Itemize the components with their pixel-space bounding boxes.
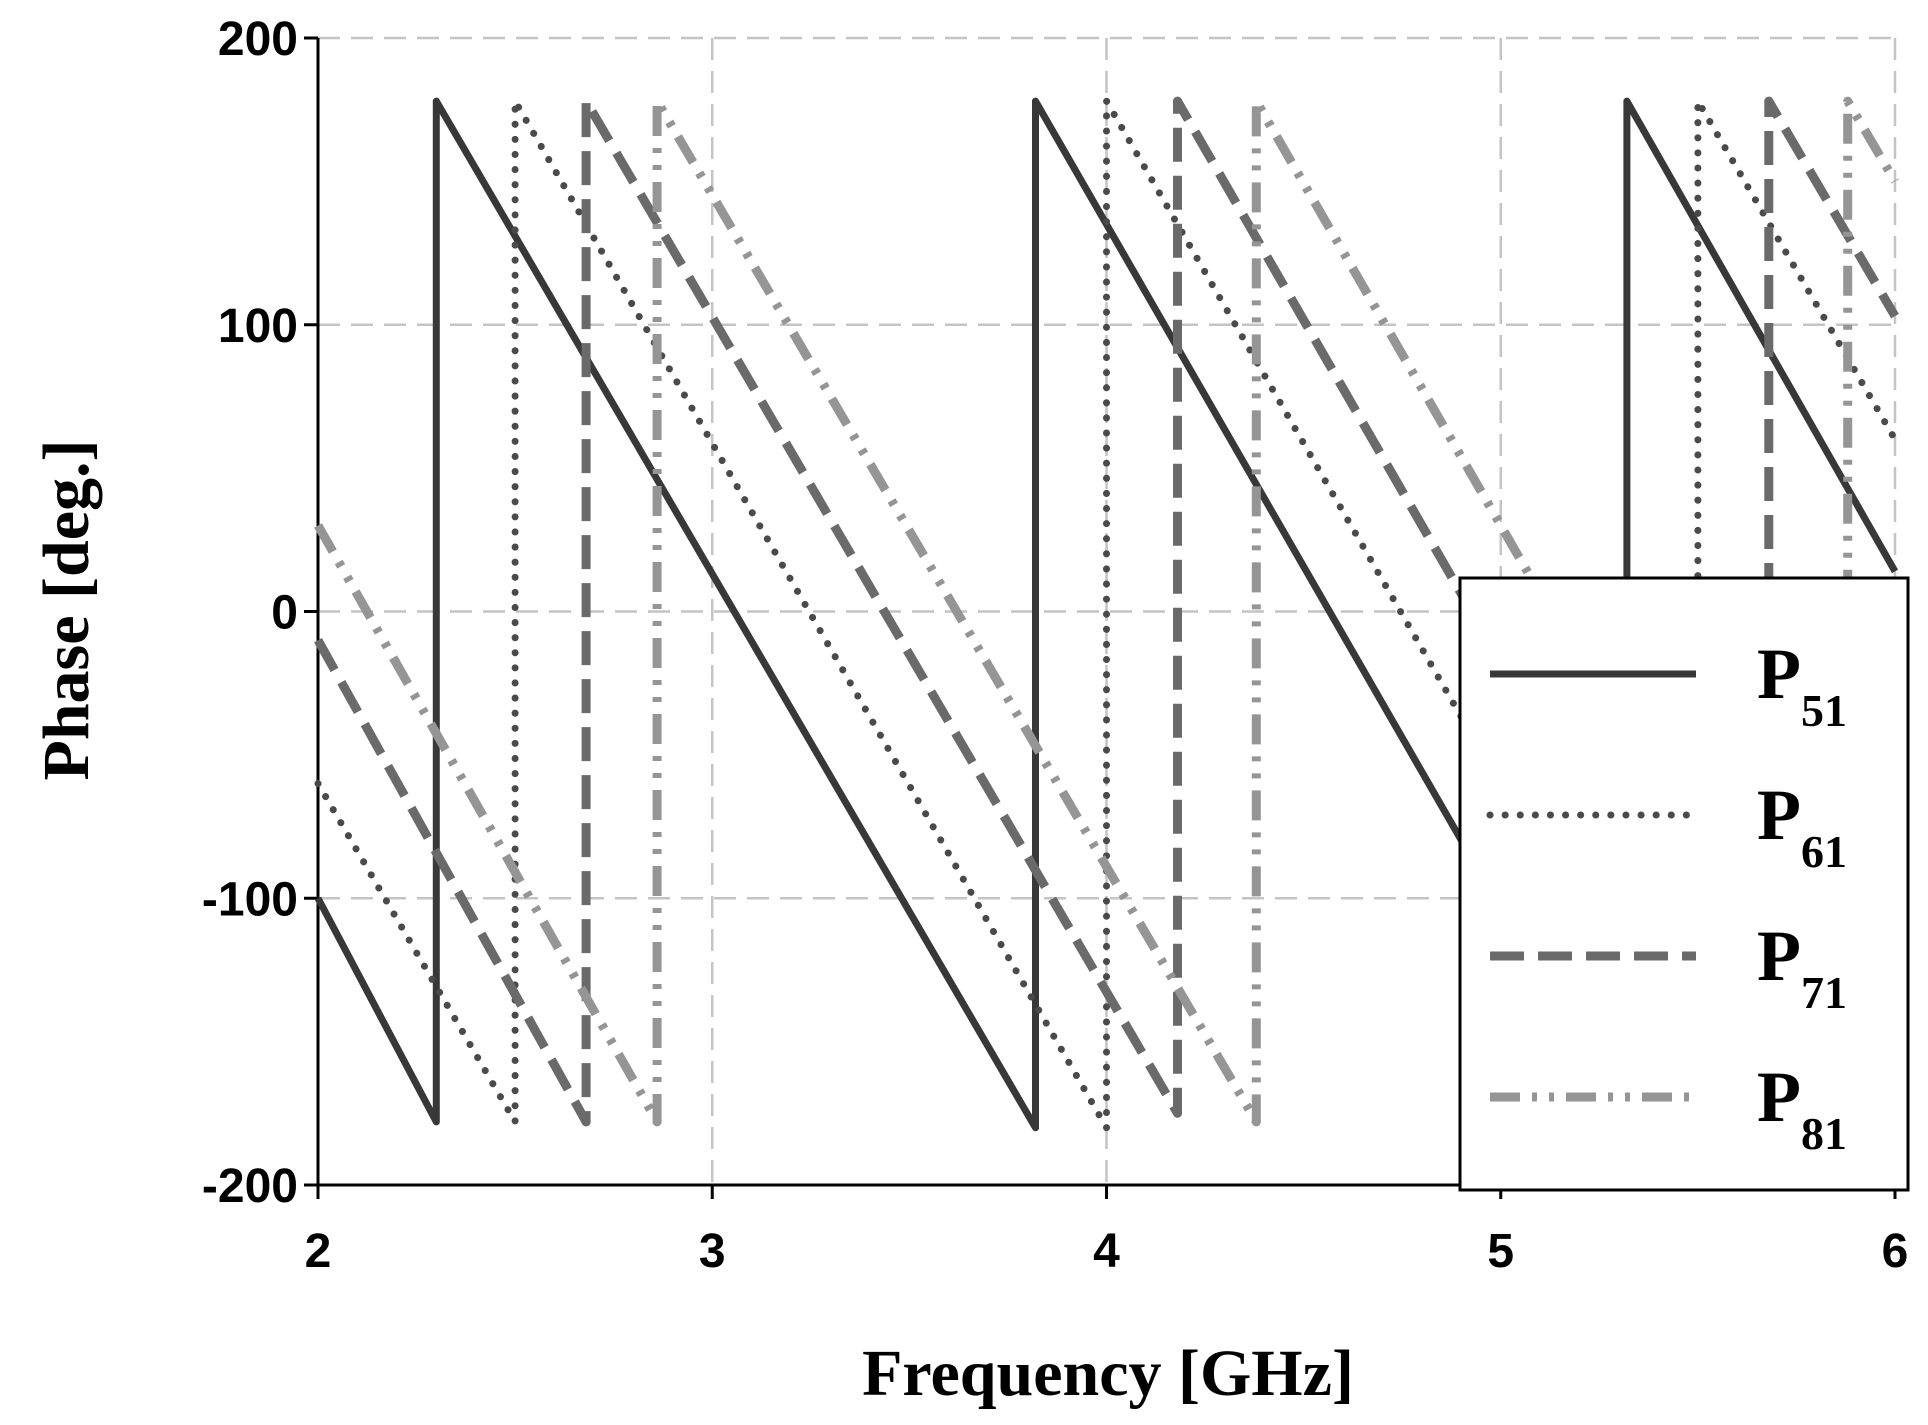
- x-tick-label: 3: [699, 1225, 726, 1278]
- series-lines: [314, 96, 1899, 1133]
- series-line-p81: [314, 96, 1899, 1133]
- y-tick-label: 100: [218, 300, 298, 353]
- x-axis-title: Frequency [GHz]: [862, 1337, 1354, 1410]
- legend-subscript: 61: [1801, 826, 1847, 877]
- y-axis-title: Phase [deg.]: [30, 440, 103, 781]
- y-tick-label: 0: [271, 587, 298, 640]
- legend-box: [1458, 576, 1910, 1192]
- x-tick-label: 5: [1487, 1225, 1514, 1278]
- x-tick-label: 6: [1882, 1225, 1909, 1278]
- tick-labels: -200 -100 0 100 200 2 3 4 5 6: [202, 13, 1908, 1278]
- series-line-p71: [314, 96, 1899, 1133]
- series-line-p51: [314, 97, 1899, 1132]
- legend-subscript: 81: [1801, 1108, 1847, 1159]
- series-line-p61: [314, 97, 1899, 1132]
- y-tick-label: -100: [202, 873, 298, 926]
- legend-subscript: 71: [1801, 967, 1847, 1018]
- legend-subscript: 51: [1801, 685, 1847, 736]
- x-tick-label: 4: [1093, 1225, 1120, 1278]
- x-tick-label: 2: [305, 1225, 332, 1278]
- y-tick-label: -200: [202, 1160, 298, 1213]
- y-tick-label: 200: [218, 13, 298, 66]
